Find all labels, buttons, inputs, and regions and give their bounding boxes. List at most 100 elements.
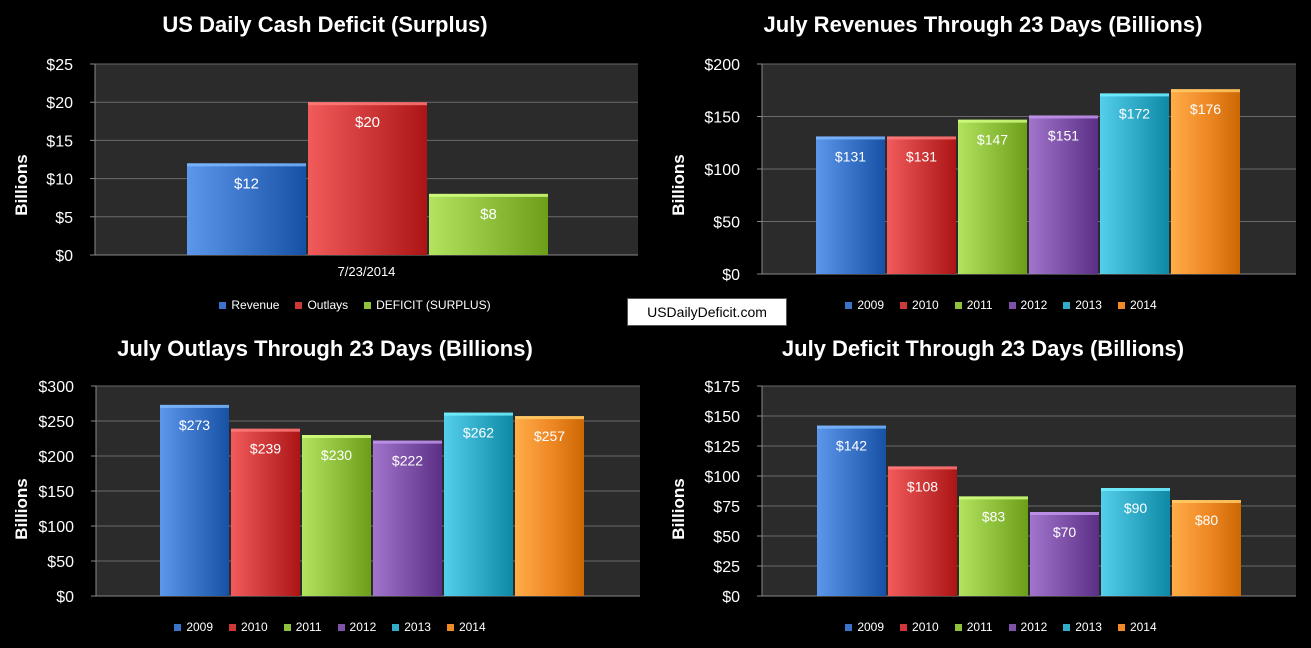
bar-highlight — [429, 193, 548, 197]
data-label: $151 — [1048, 127, 1079, 143]
bar-2012 — [1029, 115, 1098, 274]
legend-swatch — [845, 623, 853, 631]
legend-item: 2011 — [283, 620, 322, 634]
bar-highlight — [515, 416, 584, 420]
y-tick-label: $250 — [38, 414, 74, 431]
legend-swatch — [219, 301, 227, 309]
data-label: $90 — [1124, 500, 1148, 516]
bar-2014 — [1172, 500, 1241, 596]
legend-swatch — [1008, 301, 1016, 309]
legend-swatch — [392, 623, 400, 631]
legend-swatch — [1117, 623, 1125, 631]
data-label: $12 — [234, 175, 259, 192]
chart-legend: 2009 2010 2011 2012 2013 2014 — [0, 620, 650, 634]
legend-item: 2009 — [845, 298, 884, 312]
legend-label: 2011 — [966, 298, 993, 312]
bar-highlight — [302, 435, 371, 438]
data-label: $142 — [836, 438, 867, 454]
data-label: $230 — [321, 447, 352, 463]
legend-swatch — [337, 623, 345, 631]
data-label: $239 — [250, 441, 281, 457]
bar-highlight — [1030, 512, 1099, 515]
legend-swatch — [364, 301, 372, 309]
bar-2013 — [444, 412, 513, 596]
y-tick-label: $150 — [704, 409, 740, 426]
legend-item: 2013 — [1063, 298, 1102, 312]
y-tick-label: $100 — [704, 469, 740, 486]
bar-highlight — [1029, 115, 1098, 119]
bar-highlight — [887, 136, 956, 140]
data-label: $147 — [977, 132, 1008, 148]
bar-chart-svg: $0 $50 $100 $150 $200 $131 $131 $147 $151 $172 $17… — [704, 57, 1296, 284]
bar-highlight — [231, 428, 300, 432]
legend-label: 2009 — [186, 620, 214, 634]
y-tick-label: $25 — [46, 57, 73, 74]
legend-label: 2010 — [912, 298, 939, 312]
data-label: $131 — [835, 148, 866, 164]
y-tick-label: $5 — [55, 210, 73, 227]
bar-highlight — [187, 163, 306, 167]
bar-2013 — [1101, 488, 1170, 596]
legend-swatch — [900, 623, 908, 631]
bar-highlight — [444, 412, 513, 416]
legend-item: 2012 — [337, 620, 376, 634]
data-label: $172 — [1119, 105, 1150, 121]
y-tick-label: $175 — [704, 379, 740, 396]
data-label: $262 — [463, 425, 494, 441]
legend-item: 2013 — [392, 620, 431, 634]
y-tick-label: $20 — [46, 95, 73, 112]
legend-label: 2009 — [857, 620, 885, 634]
chart-daily-cash-deficit: US Daily Cash Deficit (Surplus) Billions… — [0, 0, 650, 320]
bar-2012 — [373, 440, 442, 596]
y-tick-label: $125 — [704, 439, 740, 456]
y-tick-label: $150 — [704, 110, 740, 127]
legend-label: 2013 — [404, 620, 431, 634]
bar-highlight — [1171, 89, 1240, 93]
bar-highlight — [1172, 500, 1241, 503]
legend-label: 2013 — [1075, 298, 1102, 312]
chart-july-deficit: July Deficit Through 23 Days (Billions) … — [655, 322, 1311, 648]
data-label: $70 — [1053, 524, 1077, 540]
chart-july-outlays: July Outlays Through 23 Days (Billions) … — [0, 322, 650, 648]
chart-july-revenues: July Revenues Through 23 Days (Billions)… — [655, 0, 1311, 320]
data-label: $20 — [355, 114, 380, 131]
y-tick-label: $100 — [704, 162, 740, 179]
chart-title: July Outlays Through 23 Days (Billions) — [117, 336, 533, 361]
data-label: $8 — [480, 206, 497, 223]
legend-swatch — [229, 623, 237, 631]
legend-label: 2014 — [1129, 620, 1157, 634]
legend-swatch — [446, 623, 454, 631]
y-tick-label: $0 — [56, 589, 74, 606]
data-label: $222 — [392, 453, 423, 469]
x-category-label: 7/23/2014 — [338, 264, 396, 279]
bar-2011 — [958, 119, 1027, 275]
y-tick-label: $50 — [47, 554, 74, 571]
legend-label: 2010 — [912, 620, 939, 634]
data-label: $83 — [982, 508, 1006, 524]
legend-swatch — [174, 623, 182, 631]
y-tick-label: $150 — [38, 484, 74, 501]
legend-item: 2012 — [1008, 298, 1047, 312]
bar-deficit-surplus — [429, 193, 548, 255]
legend-swatch — [295, 301, 303, 309]
bar-chart-svg: $0 $5 $10 $15 $20 $25 $12 $20 $8 7/23/2014 — [46, 57, 638, 279]
legend-label: DEFICIT (SURPLUS) — [376, 298, 491, 312]
bar-revenue — [187, 163, 306, 255]
y-tick-label: $25 — [713, 559, 740, 576]
legend-swatch — [954, 301, 962, 309]
legend-item: DEFICIT (SURPLUS) — [364, 298, 491, 312]
chart-legend: 2009 2010 2011 2012 2013 2014 — [655, 620, 1311, 634]
data-label: $273 — [179, 417, 210, 433]
bar-2011 — [959, 496, 1028, 596]
bar-highlight — [160, 404, 229, 408]
legend-item: Revenue — [219, 298, 279, 312]
legend-swatch — [1063, 623, 1071, 631]
legend-swatch — [1117, 301, 1125, 309]
legend-swatch — [845, 301, 853, 309]
data-label: $131 — [906, 148, 937, 164]
legend-item: 2014 — [1117, 298, 1157, 312]
bar-highlight — [308, 102, 427, 106]
legend-item: 2009 — [845, 620, 884, 634]
legend-item: 2010 — [900, 298, 939, 312]
legend-item: 2014 — [1117, 620, 1157, 634]
